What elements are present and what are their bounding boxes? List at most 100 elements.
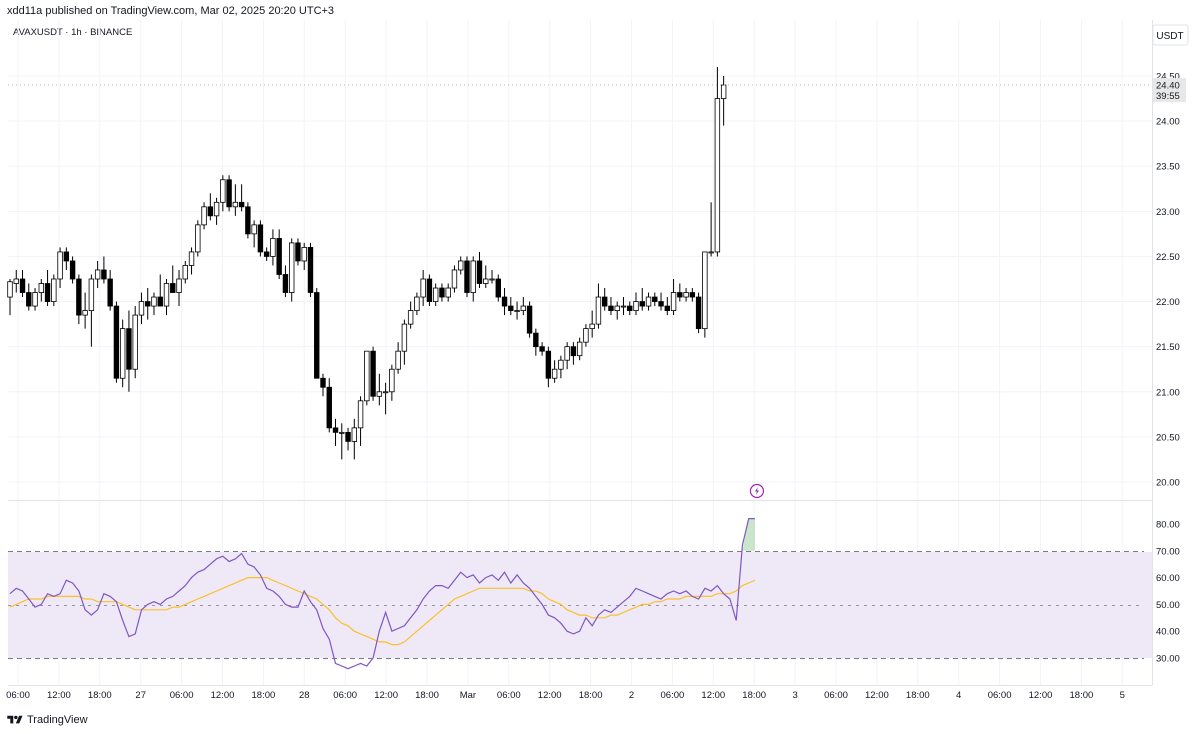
candle	[7, 279, 13, 316]
candle-body	[7, 281, 13, 298]
time-tick-label: 18:00	[579, 690, 603, 701]
candle	[188, 247, 195, 275]
candle-body	[220, 179, 226, 203]
candle-body	[670, 292, 677, 311]
candle-body	[113, 305, 120, 379]
candle-body	[414, 296, 420, 311]
footer: TradingView	[7, 712, 88, 728]
candle	[677, 283, 683, 302]
candle-body	[389, 368, 395, 393]
rsi-overbought-fill	[742, 518, 755, 551]
candle-body	[207, 206, 214, 217]
candle-body	[326, 386, 332, 429]
candle-body	[107, 278, 113, 307]
candle	[695, 292, 702, 334]
candle-body	[627, 305, 633, 311]
candle	[501, 288, 508, 316]
candle-body	[608, 305, 614, 311]
price-tick-label: 21.50	[1156, 342, 1180, 353]
candle	[639, 288, 645, 311]
candle	[689, 288, 696, 302]
candle	[570, 342, 577, 365]
candle	[314, 288, 320, 379]
candle	[470, 256, 476, 302]
candle	[107, 269, 113, 311]
price-tick-label: 24.50	[1156, 72, 1180, 83]
time-tick-label: 2	[629, 690, 634, 701]
rsi-tick-label: 30.00	[1156, 654, 1180, 665]
candle	[207, 193, 214, 221]
candle	[483, 265, 489, 289]
candle-body	[145, 301, 151, 307]
candle	[332, 418, 339, 446]
time-tick-label: 12:00	[211, 690, 235, 701]
candle	[288, 238, 295, 302]
candle-body	[251, 224, 257, 235]
currency-label[interactable]: USDT	[1156, 31, 1183, 42]
candle-body	[238, 201, 245, 208]
candle-body	[32, 292, 38, 307]
price-badge-bg	[1153, 78, 1186, 103]
candle	[220, 175, 226, 212]
candle	[364, 350, 370, 406]
candle	[564, 342, 570, 370]
time-tick-label: 3	[792, 690, 797, 701]
candle-body	[126, 328, 132, 370]
symbol-label: AVAXUSDT · 1h · BINANCE	[13, 27, 133, 38]
candle	[664, 297, 670, 316]
candle	[63, 247, 70, 270]
candle-body	[432, 287, 439, 302]
candle	[714, 66, 721, 257]
candle	[576, 337, 583, 361]
candle	[251, 220, 257, 248]
candle-body	[314, 292, 320, 379]
candle	[326, 378, 332, 433]
candle-body	[263, 251, 270, 257]
candle-body	[476, 260, 483, 284]
candle	[595, 283, 602, 329]
price-axis: 24.50 24.00 23.50 23.00 22.50 22.00 21.50 21.00…	[1156, 72, 1180, 489]
candle	[420, 269, 426, 307]
candle-body	[57, 251, 63, 280]
candle-body	[395, 350, 401, 370]
candle	[627, 301, 633, 316]
time-axis: 06:00 12:00 18:00 27 06:00 12:00 18:00 28 06:00 1…	[6, 690, 1125, 701]
candle	[157, 274, 163, 307]
candle-body	[602, 296, 608, 307]
rsi-tick-label: 70.00	[1156, 546, 1180, 557]
currency-box[interactable]	[1152, 24, 1189, 46]
candle-body	[470, 260, 476, 293]
candle	[608, 297, 614, 316]
candle-body	[282, 274, 289, 293]
candle-body	[614, 305, 620, 311]
candle-body	[545, 350, 552, 379]
rsi-tick-label: 80.00	[1156, 520, 1180, 531]
candle-body	[589, 323, 595, 330]
candle	[176, 269, 182, 307]
candle-body	[570, 346, 577, 357]
price-tick-label: 21.00	[1156, 387, 1180, 398]
candle	[32, 288, 38, 311]
publish-info: xdd11a published on TradingView.com, Mar…	[7, 5, 335, 17]
candle	[495, 274, 501, 302]
candle-body	[708, 251, 714, 254]
candle	[489, 269, 495, 284]
candle	[545, 346, 552, 388]
rsi-pane	[9, 517, 756, 670]
candle-body	[558, 359, 564, 370]
candle-body	[483, 278, 489, 284]
candle-body	[245, 206, 251, 235]
time-tick-label: 18:00	[1070, 690, 1094, 701]
candle	[145, 288, 151, 320]
countdown-label: 39:55	[1156, 91, 1180, 102]
candle-body	[119, 328, 126, 379]
candle-body	[551, 368, 558, 379]
candle-body	[514, 310, 520, 312]
time-tick-label: 12:00	[538, 690, 562, 701]
event-icon[interactable]	[749, 483, 765, 499]
candle-body	[188, 251, 195, 266]
candle	[19, 269, 26, 298]
candle-body	[357, 400, 364, 429]
